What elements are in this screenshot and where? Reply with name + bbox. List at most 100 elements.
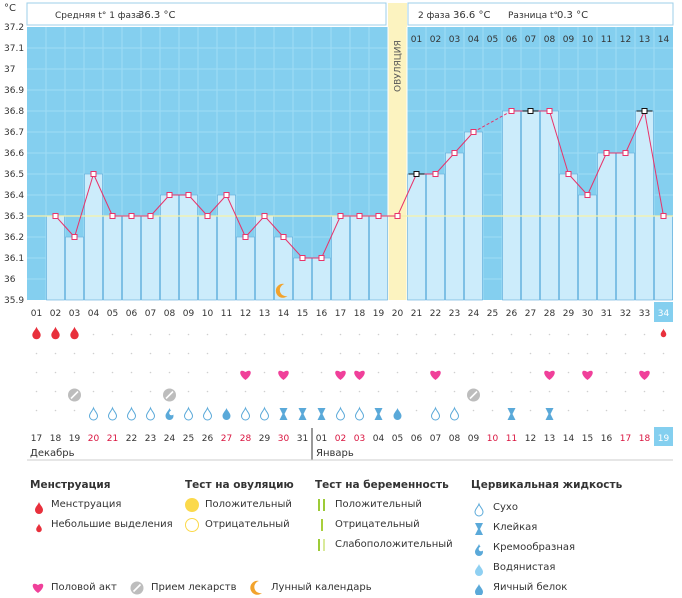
calendar-date: 07 [430, 434, 441, 444]
mucus-dry-icon [183, 406, 194, 421]
x-tick-label: 10 [202, 309, 214, 319]
mucus-sticky-icon [298, 408, 307, 420]
temperature-bar [103, 215, 122, 301]
today-date-highlight [654, 427, 673, 446]
heart-icon [278, 370, 289, 380]
difference-label: Разница t° [508, 11, 558, 21]
calendar-date: 12 [525, 434, 536, 444]
temperature-point [565, 171, 572, 177]
temperature-point [337, 213, 344, 219]
ovulation-band [388, 3, 407, 300]
y-tick-label: 36.2 [4, 233, 24, 243]
temperature-bar [255, 215, 274, 301]
temperature-bar [521, 110, 540, 301]
y-tick-label: 37.1 [4, 44, 24, 54]
today-highlight [654, 302, 673, 322]
phase2-box [407, 2, 674, 26]
calendar-date: 14 [563, 434, 575, 444]
pill-icon [163, 388, 176, 402]
temperature-line [587, 152, 607, 196]
mucus-dry-icon [449, 406, 460, 421]
calendar-date: 19 [69, 434, 81, 444]
calendar-date: 10 [487, 434, 499, 444]
phase2-day-label: 01 [411, 35, 422, 45]
legend-icons [32, 498, 484, 596]
x-tick-label: 24 [468, 309, 480, 319]
temperature-bar [426, 173, 445, 301]
legend-pregnancy-weak-icon [323, 539, 325, 551]
temperature-line [568, 173, 588, 196]
phase1-label: Средняя t° 1 фаза [55, 11, 141, 21]
phase2-day-label: 08 [544, 35, 556, 45]
mucus-dry-icon [474, 502, 484, 517]
legend-ovulation-positive: Положительный [205, 499, 292, 510]
temperature-point [622, 150, 629, 156]
temperature-bar [540, 110, 559, 301]
marker-grid [27, 323, 673, 428]
temperature-point [261, 213, 268, 219]
x-tick-label: 19 [373, 309, 385, 319]
x-tick-label: 09 [183, 309, 195, 319]
temperature-point [641, 108, 648, 114]
calendar-date: 18 [639, 434, 651, 444]
legend-cervical-dry: Сухо [493, 502, 518, 513]
legend-pregnancy-positive-icon [318, 499, 320, 511]
temperature-point [71, 234, 78, 240]
legend-pregnancy-weak-icon [318, 539, 320, 551]
calendar-date: 17 [31, 434, 42, 444]
temperature-bar [654, 215, 673, 301]
temperature-line-gap [473, 110, 512, 133]
pill-icon [467, 388, 480, 402]
x-tick-label: 14 [278, 309, 290, 319]
y-tick-label: 36 [4, 275, 16, 285]
temperature-bar [445, 152, 464, 301]
temperature-bar [597, 152, 616, 301]
temperature-line [74, 173, 94, 238]
temperature-bar [502, 110, 521, 301]
mucus-sticky-icon [317, 408, 326, 420]
y-tick-label: 36.8 [4, 107, 24, 117]
difference-value: 0.3 °C [557, 10, 588, 21]
x-tick-label: 26 [506, 309, 518, 319]
menstruation-icon [32, 326, 41, 340]
phase2-day-label: 04 [468, 35, 480, 45]
y-tick-label: 36.1 [4, 254, 24, 264]
temperature-line [625, 110, 645, 154]
temperature-bar [198, 215, 217, 301]
legend-ovulation-test-title: Тест на овуляцию [185, 479, 294, 491]
plot-area: ОВУЛЯЦИЯ 01 02 03 04 05 06 07 08 09 10 11 12 13 14 [27, 3, 673, 301]
x-tick-label: 02 [50, 309, 61, 319]
x-tick-label: 07 [145, 309, 156, 319]
calendar-date: 25 [183, 434, 194, 444]
phase2-label: 2 фаза [418, 11, 450, 21]
x-tick-label: 06 [126, 309, 138, 319]
temperature-point [470, 129, 477, 135]
x-tick-label: 12 [240, 309, 251, 319]
pill-line [469, 390, 478, 400]
temperature-bar [407, 173, 426, 301]
x-tick-label: 22 [430, 309, 441, 319]
temperature-point [394, 213, 401, 219]
legend-heart-icon [32, 583, 44, 593]
temperature-point [166, 192, 173, 198]
axes: 37.2 37.1 37 36.9 36.8 36.7 36.6 36.5 36.4 36.3 36… [4, 23, 673, 322]
temperature-point [280, 234, 287, 240]
temperature-point [109, 213, 116, 219]
mucus-sticky-icon [374, 408, 383, 420]
temperature-line [549, 110, 569, 175]
temperature-line [644, 110, 664, 217]
y-tick-label: 36.4 [4, 191, 24, 201]
legend-cervical-eggwhite: Яичный белок [493, 582, 568, 593]
x-tick-label: 32 [620, 309, 631, 319]
temperature-bar [635, 110, 654, 301]
x-tick-label: 08 [164, 309, 176, 319]
mucus-eggwhite-icon [475, 584, 483, 596]
mucus-sticky-icon [545, 408, 554, 420]
temperature-line [55, 215, 75, 238]
mucus-sticky-icon [475, 523, 483, 535]
pill-line [70, 390, 79, 400]
temperature-line [93, 173, 113, 217]
phase2-day-label: 06 [506, 35, 518, 45]
